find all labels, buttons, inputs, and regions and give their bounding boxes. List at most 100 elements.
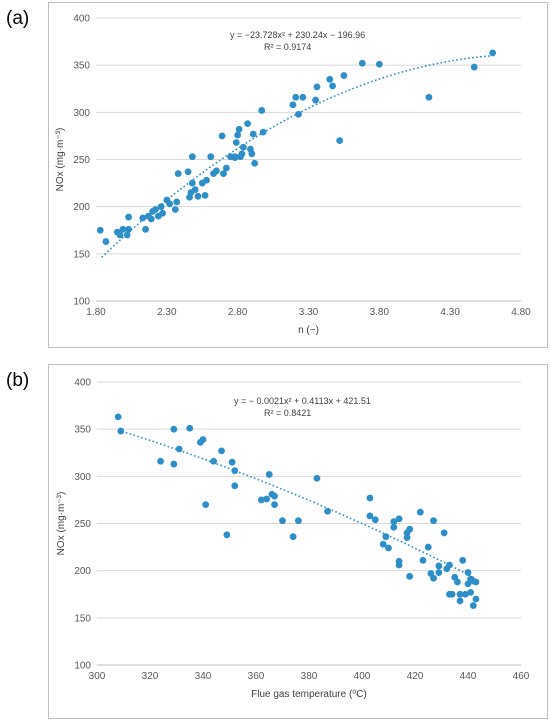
data-point [96, 226, 104, 234]
data-point [213, 167, 220, 175]
chart-panel-b: (b) 100 150 200 250 300 350 400 300 320 340 360 380… [0, 362, 550, 721]
data-point [263, 495, 270, 503]
data-point [166, 200, 174, 208]
x-tick-label: 380 [301, 671, 318, 682]
data-point [472, 578, 480, 586]
data-point [239, 143, 247, 151]
data-point [157, 457, 165, 465]
data-point [371, 516, 379, 524]
data-point [467, 588, 475, 596]
data-point [188, 179, 196, 187]
x-tick-label: 340 [195, 671, 212, 682]
scatter-plot-b: 100 150 200 250 300 350 400 300 320 340 360 380 400 4… [56, 378, 530, 701]
data-point [461, 590, 469, 598]
x-tick-label: 320 [142, 671, 159, 682]
data-point [191, 186, 199, 194]
data-point [201, 191, 209, 199]
data-point [313, 83, 321, 91]
data-point [123, 231, 131, 239]
data-point [469, 602, 477, 609]
data-point [435, 569, 443, 576]
data-point [395, 515, 403, 523]
data-point [489, 49, 497, 57]
data-point [116, 231, 124, 239]
data-point [425, 93, 433, 101]
data-point [235, 125, 243, 133]
scatter-plot-a: 100 150 200 250 300 350 400 1.80 2.30 2.80 3.30 3.8… [55, 14, 531, 337]
data-point [459, 556, 467, 564]
data-point [375, 60, 383, 68]
data-point [194, 192, 202, 200]
data-point [403, 534, 411, 542]
trendline-equation: y = − 0.0021x² + 0.4113x + 421.51 [234, 396, 371, 406]
data-point [170, 460, 178, 468]
data-point [313, 474, 321, 482]
data-point [472, 595, 480, 603]
chart-panel-a: (a) 100 150 200 250 300 350 400 1.80 2.30 2.80 3.3… [0, 0, 550, 350]
panel-label-a: (a) [6, 8, 30, 29]
data-point [228, 458, 236, 466]
data-point [324, 507, 331, 515]
data-point [379, 540, 387, 548]
x-axis-title: n (−) [298, 325, 319, 336]
data-point [416, 508, 424, 516]
data-point [218, 132, 226, 140]
data-point [184, 168, 192, 176]
data-point [329, 82, 336, 90]
chart-frame-b [48, 364, 548, 719]
data-point [117, 427, 125, 435]
r-squared-label: R² = 0.9174 [264, 42, 311, 52]
data-point [248, 150, 256, 158]
y-tick-label: 200 [73, 202, 90, 213]
data-point [175, 445, 183, 453]
data-point [231, 154, 239, 162]
data-point [279, 517, 286, 525]
data-point [470, 63, 478, 71]
data-point [173, 198, 181, 206]
data-point [114, 413, 122, 421]
x-tick-label: 300 [89, 671, 106, 682]
y-tick-label: 150 [74, 613, 91, 624]
data-point [142, 225, 149, 233]
data-point [390, 523, 398, 531]
data-point [271, 492, 278, 500]
data-point [440, 529, 448, 537]
data-point [234, 131, 242, 139]
y-tick-label: 400 [74, 378, 91, 389]
data-point [340, 72, 348, 79]
data-point [446, 561, 453, 569]
data-point [238, 150, 246, 158]
x-tick-label: 420 [407, 671, 424, 682]
x-axis-title: Flue gas temperature (⁰C) [251, 689, 367, 700]
data-point [259, 128, 267, 136]
data-point [406, 525, 414, 533]
y-tick-label: 150 [73, 249, 90, 260]
data-point [210, 457, 218, 465]
data-point [119, 225, 127, 233]
data-point [186, 424, 194, 432]
data-point [125, 213, 132, 221]
r-squared-label: R² = 0.8421 [264, 408, 311, 418]
data-point [249, 130, 257, 138]
data-point [220, 170, 227, 178]
data-point [188, 153, 196, 161]
data-point [170, 425, 178, 433]
data-point [265, 471, 273, 478]
data-point [157, 203, 165, 211]
data-point [222, 164, 230, 172]
y-tick-label: 250 [73, 155, 90, 166]
data-point [382, 533, 390, 541]
y-tick-label: 250 [74, 519, 91, 530]
data-point [456, 590, 464, 598]
x-tick-label: 4.30 [440, 307, 460, 318]
data-point [366, 512, 374, 520]
data-point [147, 215, 155, 223]
data-point [174, 170, 182, 178]
data-point [336, 137, 344, 145]
y-axis-title: NOx (mg·m⁻³) [56, 492, 67, 556]
x-tick-label: 400 [354, 671, 371, 682]
y-tick-label: 200 [74, 566, 91, 577]
x-tick-label: 1.80 [86, 307, 106, 318]
data-point [295, 517, 302, 525]
data-point [244, 120, 251, 128]
